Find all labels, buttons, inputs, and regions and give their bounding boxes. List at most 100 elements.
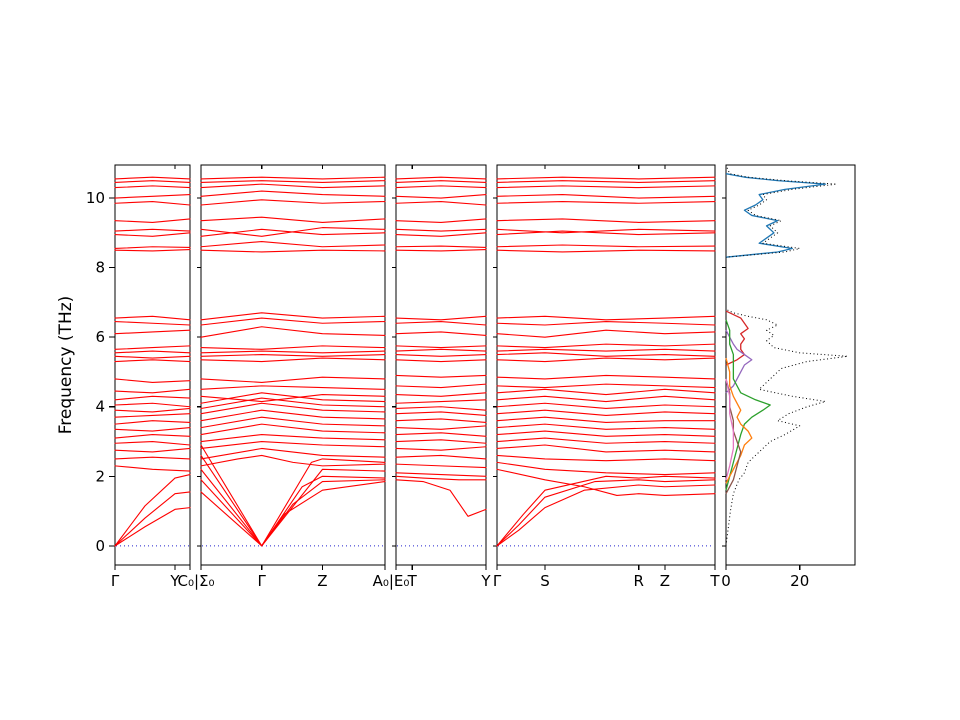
band-line [395, 472, 487, 477]
band-line [496, 218, 716, 223]
band-line [496, 200, 716, 204]
band-line [200, 475, 386, 547]
boundary-point-label: C₀|Σ₀ [177, 572, 214, 590]
band-line [200, 468, 386, 547]
band-line [395, 418, 487, 423]
band-lines [200, 176, 386, 547]
panel-frame [496, 164, 716, 566]
band-lines [114, 176, 191, 547]
x-tick-label: Γ [111, 572, 120, 590]
band-line [200, 190, 386, 197]
y-tick-label: 4 [95, 398, 105, 416]
y-tick-label: 8 [95, 259, 105, 277]
x-tick-label: Z [317, 572, 327, 590]
band-line [496, 475, 716, 547]
band-line [114, 474, 191, 547]
x-tick-label: S [540, 572, 550, 590]
band-line [395, 320, 487, 326]
band-line [395, 354, 487, 357]
band-line [200, 402, 386, 415]
band-line [200, 180, 386, 183]
band-line [200, 249, 386, 253]
band-line [114, 427, 191, 432]
x-tick-label: Y [169, 572, 180, 590]
band-line [395, 331, 487, 336]
x-tick-label: Γ [258, 572, 267, 590]
band-line [200, 468, 386, 547]
band-line [200, 199, 386, 206]
band-line [395, 176, 487, 180]
band-line [114, 194, 191, 199]
band-line [395, 411, 487, 416]
band-line [395, 439, 487, 444]
band-line [200, 454, 386, 467]
partial-dos-7 [725, 378, 735, 480]
band-line [114, 329, 191, 335]
band-line [395, 200, 487, 206]
band-line [200, 240, 386, 248]
band-line [200, 447, 386, 460]
band-line [200, 376, 386, 383]
band-line [200, 227, 386, 237]
band-panel-1 [109, 164, 191, 570]
band-line [114, 407, 191, 413]
band-line [496, 430, 716, 437]
band-line [114, 248, 191, 252]
band-line [200, 423, 386, 436]
partial-dos-1 [725, 173, 827, 258]
y-tick-label: 0 [95, 537, 105, 555]
band-line [395, 374, 487, 378]
band-line [395, 392, 487, 397]
band-line [395, 406, 487, 411]
band-line [200, 409, 386, 422]
panel-frame [395, 164, 487, 566]
band-line [114, 355, 191, 359]
band-line [114, 447, 191, 453]
band-line [395, 345, 487, 349]
dos-panel [722, 164, 856, 570]
x-tick-label: T [709, 572, 720, 590]
band-line [496, 484, 716, 547]
band-line [200, 397, 386, 410]
band-line [395, 194, 487, 199]
band-line [496, 357, 716, 363]
y-tick-label: 6 [95, 328, 105, 346]
band-line [200, 216, 386, 223]
band-line [200, 345, 386, 350]
band-line [114, 465, 191, 472]
y-tick-label: 2 [95, 467, 105, 485]
band-line [114, 395, 191, 401]
boundary-point-label: A₀|E₀ [373, 572, 410, 590]
band-line [496, 444, 716, 453]
band-line [114, 420, 191, 425]
band-line [395, 218, 487, 223]
band-panel-2 [197, 164, 386, 570]
band-line [395, 399, 487, 404]
partial-dos-5 [725, 357, 753, 484]
band-line [200, 317, 386, 326]
band-line [496, 461, 716, 476]
band-line [496, 454, 716, 462]
x-tick-label: Y [480, 572, 491, 590]
band-line [395, 425, 487, 430]
band-line [395, 359, 487, 363]
band-line [114, 176, 191, 180]
band-line [200, 357, 386, 363]
band-line [395, 245, 487, 248]
band-line [395, 228, 487, 232]
band-line [114, 218, 191, 223]
band-line [395, 432, 487, 437]
band-line [114, 345, 191, 350]
band-line [114, 456, 191, 460]
band-line [114, 440, 191, 446]
x-tick-label: Γ [493, 572, 502, 590]
band-line [114, 228, 191, 232]
band-line [496, 468, 716, 496]
band-line [395, 446, 487, 451]
band-line [496, 423, 716, 430]
band-line [200, 416, 386, 429]
band-line [496, 176, 716, 180]
band-line [496, 383, 716, 389]
band-line [395, 185, 487, 189]
band-line [114, 180, 191, 183]
